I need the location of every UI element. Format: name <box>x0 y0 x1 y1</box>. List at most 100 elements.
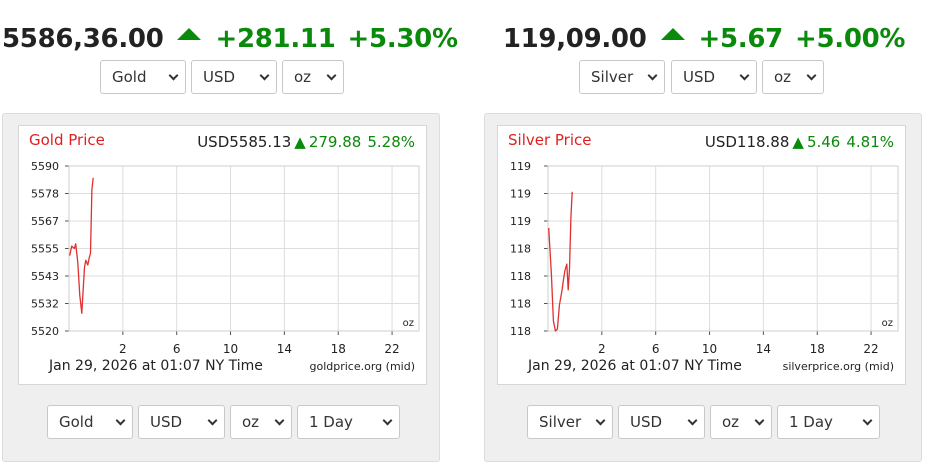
silver-widget: 119,09.00 +5.67 +5.00% Silver USD oz Silve… <box>484 0 924 468</box>
x-tick-label: 10 <box>702 342 717 356</box>
chart-quote-percent: 5.28% <box>367 133 415 151</box>
plot-frame <box>547 165 899 332</box>
chart-title: Gold Price <box>29 131 105 149</box>
chart-quote: USD118.88 ▲ 5.46 4.81% <box>705 133 894 151</box>
chevron-down-icon <box>259 70 270 81</box>
gold-chart-range-select[interactable]: 1 Day <box>297 405 400 439</box>
triangle-up-icon: ▲ <box>792 133 804 151</box>
silver-metal-select-value: Silver <box>591 68 634 86</box>
chart-quote-price: USD5585.13 <box>197 133 291 151</box>
chevron-down-icon <box>115 415 126 426</box>
x-tick-label: 14 <box>756 342 771 356</box>
x-tick-label: 6 <box>652 342 660 356</box>
x-tick-label: 14 <box>277 342 292 356</box>
y-tick-label: 118 <box>510 270 531 283</box>
silver-currency-select[interactable]: USD <box>671 60 757 94</box>
gold-headline-percent: +5.30% <box>347 24 458 54</box>
chevron-down-icon <box>207 415 218 426</box>
gold-unit-select-value: oz <box>294 68 312 86</box>
silver-chart-range-select-value: 1 Day <box>789 413 833 431</box>
x-tick-label: 2 <box>598 342 606 356</box>
gold-chart-unit-select-value: oz <box>242 413 260 431</box>
y-tick-label: 119 <box>510 188 531 201</box>
silver-chart-metal-select-value: Silver <box>539 413 582 431</box>
silver-metal-select[interactable]: Silver <box>579 60 665 94</box>
chevron-down-icon <box>274 415 285 426</box>
silver-headline-change: +5.67 <box>698 24 784 54</box>
gold-headline-change: +281.11 <box>215 24 336 54</box>
silver-headline-percent: +5.00% <box>794 24 906 54</box>
gold-headline-price: 5586,36.00 <box>2 24 164 54</box>
chart-timestamp: Jan 29, 2026 at 01:07 NY Time <box>48 358 263 374</box>
gold-currency-select[interactable]: USD <box>191 60 277 94</box>
gold-metal-select[interactable]: Gold <box>100 60 186 94</box>
x-tick-label: 22 <box>384 342 399 356</box>
silver-currency-select-value: USD <box>683 68 716 86</box>
y-tick-label: 119 <box>510 160 531 173</box>
chart-source: goldprice.org (mid) <box>310 360 416 373</box>
chevron-down-icon <box>168 70 179 81</box>
silver-chart-currency-select-value: USD <box>630 413 663 431</box>
price-series-line <box>69 177 94 314</box>
gold-chart-currency-select[interactable]: USD <box>138 405 225 439</box>
y-tick-label: 5543 <box>31 270 59 283</box>
gold-chart-unit-select[interactable]: oz <box>230 405 292 439</box>
chevron-down-icon <box>687 415 698 426</box>
gold-chart-currency-select-value: USD <box>150 413 183 431</box>
chart-quote-change: 279.88 <box>309 133 362 151</box>
triangle-up-icon <box>177 28 202 40</box>
silver-headline: 119,09.00 +5.67 +5.00% <box>484 22 924 56</box>
x-tick-label: 10 <box>223 342 238 356</box>
chevron-down-icon <box>647 70 658 81</box>
x-tick-label: 18 <box>331 342 346 356</box>
chart-quote-percent: 4.81% <box>846 133 894 151</box>
x-tick-label: 18 <box>810 342 825 356</box>
y-tick-label: 5590 <box>31 160 59 173</box>
y-tick-label: 118 <box>510 298 531 311</box>
y-tick-label: 118 <box>510 243 531 256</box>
chevron-down-icon <box>806 70 817 81</box>
chevron-down-icon <box>862 415 873 426</box>
x-tick-label: 6 <box>173 342 181 356</box>
gold-metal-select-value: Gold <box>112 68 147 86</box>
silver-chart-svg: Silver Price USD118.88 ▲ 5.46 4.81% 2 6 10 14 18 2… <box>508 131 899 374</box>
silver-chart-metal-select[interactable]: Silver <box>527 405 613 439</box>
silver-headline-price: 119,09.00 <box>502 24 647 54</box>
gold-currency-select-value: USD <box>203 68 236 86</box>
y-tick-label: 118 <box>510 325 531 338</box>
x-tick-label: 2 <box>119 342 127 356</box>
chevron-down-icon <box>326 70 337 81</box>
chevron-down-icon <box>754 415 765 426</box>
x-tick-label: 22 <box>863 342 878 356</box>
triangle-up-icon <box>660 28 685 40</box>
chart-quote-price: USD118.88 <box>705 133 790 151</box>
chart-title: Silver Price <box>508 131 592 149</box>
y-tick-label: 5532 <box>31 298 59 311</box>
silver-chart: Silver Price USD118.88 ▲ 5.46 4.81% 2 6 10 14 18 2… <box>497 125 906 385</box>
gold-chart-metal-select-value: Gold <box>59 413 94 431</box>
plot-frame <box>68 165 420 332</box>
silver-unit-select[interactable]: oz <box>762 60 824 94</box>
gold-headline: 5586,36.00 +281.11 +5.30% <box>2 22 458 56</box>
unit-label: oz <box>403 318 414 329</box>
silver-chart-range-select[interactable]: 1 Day <box>777 405 880 439</box>
gold-widget: 5586,36.00 +281.11 +5.30% Gold USD oz Gold… <box>2 0 458 468</box>
chevron-down-icon <box>595 415 606 426</box>
gold-chart-range-select-value: 1 Day <box>309 413 353 431</box>
gold-chart: Gold Price USD5585.13 ▲ 279.88 5.28% 2 6 10 14 18… <box>18 125 427 385</box>
silver-chart-currency-select[interactable]: USD <box>618 405 705 439</box>
silver-chart-unit-select[interactable]: oz <box>710 405 772 439</box>
unit-label: oz <box>882 318 893 329</box>
gold-chart-metal-select[interactable]: Gold <box>47 405 133 439</box>
chart-quote-change: 5.46 <box>807 133 840 151</box>
chevron-down-icon <box>739 70 750 81</box>
y-tick-label: 5567 <box>31 215 59 228</box>
silver-chart-unit-select-value: oz <box>722 413 740 431</box>
y-tick-label: 119 <box>510 215 531 228</box>
y-tick-label: 5555 <box>31 243 59 256</box>
chart-quote: USD5585.13 ▲ 279.88 5.28% <box>197 133 415 151</box>
chevron-down-icon <box>382 415 393 426</box>
gold-unit-select[interactable]: oz <box>282 60 344 94</box>
price-series-line <box>548 191 573 332</box>
gold-chart-svg: Gold Price USD5585.13 ▲ 279.88 5.28% 2 6 10 14 18… <box>29 131 420 374</box>
